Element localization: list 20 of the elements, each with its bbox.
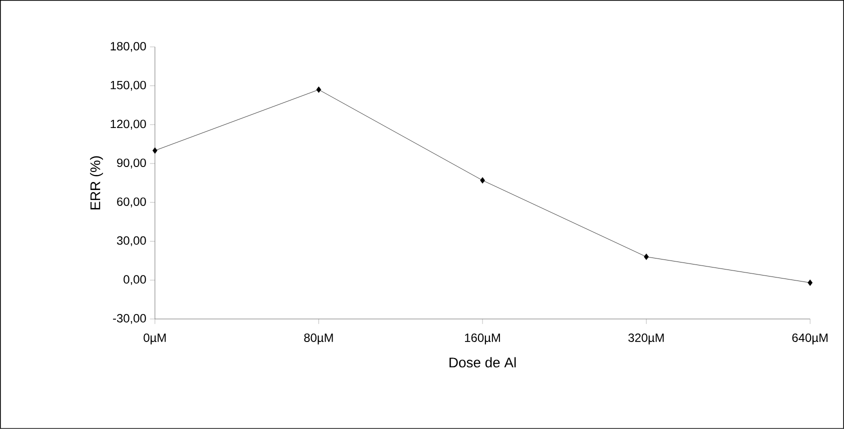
y-tick-label: 180,00 xyxy=(110,42,146,52)
x-axis-title: Dose de Al xyxy=(450,357,516,368)
x-tick-label: 320µM xyxy=(628,334,664,344)
point xyxy=(644,254,649,260)
x-tick-label: 80µM xyxy=(304,334,333,344)
y-tick-label: -30,00 xyxy=(113,314,146,324)
y-tick-label: 60,00 xyxy=(117,197,146,208)
y-tick-label: 150,00 xyxy=(110,80,146,91)
point xyxy=(480,177,485,184)
x-tick-label: 640µM xyxy=(792,334,828,344)
y-tick-label: 120,00 xyxy=(110,120,146,130)
y-tick-label: 90,00 xyxy=(117,158,146,168)
point xyxy=(316,86,322,93)
x-tick-label: 0µM xyxy=(144,334,166,344)
y-tick-label: 0,00 xyxy=(124,275,146,286)
y-tick-label: 30,00 xyxy=(116,236,146,246)
point xyxy=(808,280,813,286)
point xyxy=(152,147,158,154)
x-tick-label: 160µM xyxy=(465,334,500,344)
y-axis-title: ERR (%) xyxy=(90,156,104,210)
